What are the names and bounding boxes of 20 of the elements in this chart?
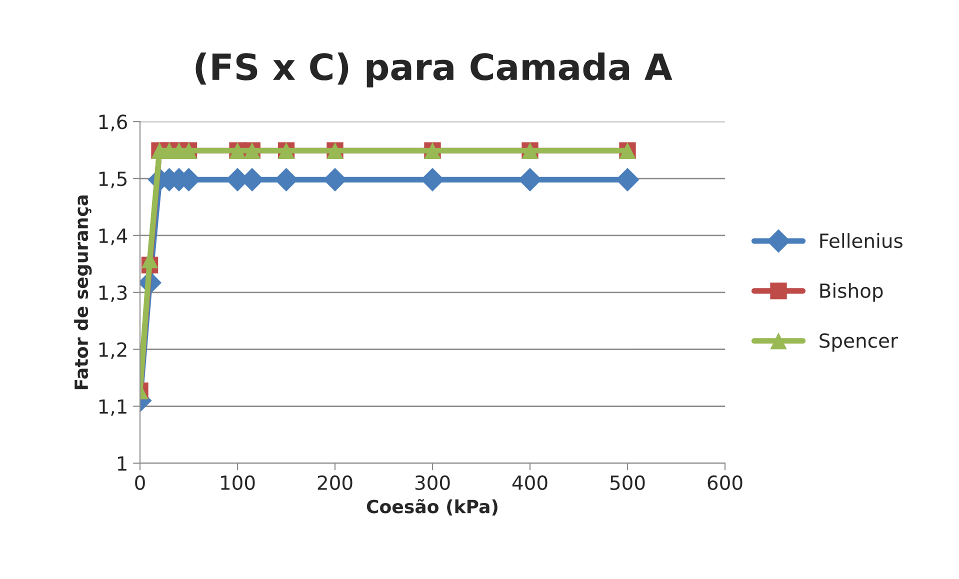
legend-label: Spencer <box>820 333 898 352</box>
y-tick-label: 1 <box>118 456 126 471</box>
x-axis-title: Coesão (kPa) <box>366 499 498 516</box>
x-tick-label: 300 <box>415 475 450 490</box>
x-tick-label: 600 <box>708 475 742 490</box>
y-tick-label: 1,4 <box>99 228 128 246</box>
y-tick-label: 1,5 <box>99 172 127 188</box>
legend-label: Bishop <box>820 282 883 302</box>
legend-label: Fellenius <box>820 233 902 248</box>
chart-title: (FS x C) para Camada A <box>196 52 672 88</box>
y-tick-label: 1,3 <box>99 285 127 302</box>
y-tick-label: 1,1 <box>99 399 126 416</box>
x-tick-label: 500 <box>610 475 645 490</box>
x-tick-label: 0 <box>135 475 145 490</box>
y-tick-label: 1,6 <box>99 114 127 132</box>
x-tick-label: 200 <box>318 475 352 490</box>
x-tick-label: 100 <box>221 475 255 490</box>
x-tick-label: 400 <box>512 475 548 490</box>
y-axis-title: Fator de segurança <box>74 195 92 390</box>
y-tick-label: 1,2 <box>99 342 126 359</box>
